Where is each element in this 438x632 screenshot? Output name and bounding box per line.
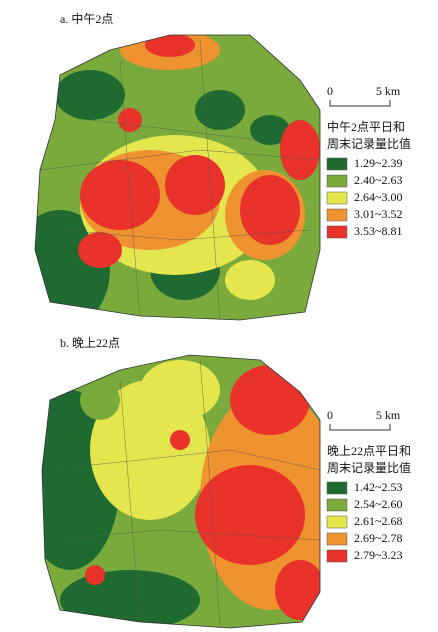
legend-swatch: [326, 498, 348, 512]
legend-label: 2.64~3.00: [354, 190, 403, 204]
panel-title: a. 中午2点: [60, 11, 113, 26]
map-a-outline: [34, 34, 321, 321]
legend-title: 晚上22点平日和: [327, 444, 411, 458]
legend-title: 中午2点平日和: [327, 119, 405, 134]
scale-distance: 5 km: [376, 408, 401, 422]
map-a: [35, 35, 320, 320]
legend-swatch: [326, 481, 348, 495]
panel-title: b. 晚上22点: [60, 336, 120, 350]
legend-label: 1.29~2.39: [354, 156, 403, 170]
legend-label: 2.79~3.23: [354, 548, 403, 562]
scale-bar: [329, 424, 391, 431]
legend-label: 2.54~2.60: [354, 497, 403, 511]
legend-swatch: [326, 157, 348, 171]
legend-swatch: [326, 191, 348, 205]
map-b-outline: [41, 354, 321, 629]
legend-swatch: [326, 174, 348, 188]
legend-label: 1.42~2.53: [354, 480, 403, 494]
legend-label: 3.01~3.52: [354, 207, 403, 221]
legend-label: 2.69~2.78: [354, 531, 403, 545]
legend-label: 3.53~8.81: [354, 224, 403, 238]
legend-title: 周末记录量比值: [327, 136, 411, 151]
legend-title: 周末记录量比值: [327, 460, 411, 475]
legend-swatch: [326, 208, 348, 222]
scale-bar: [329, 100, 391, 107]
legend-swatch: [326, 532, 348, 546]
scale-distance: 5 km: [376, 84, 401, 98]
legend-swatch: [326, 549, 348, 563]
scale-zero: 0: [327, 84, 333, 98]
legend-swatch: [326, 515, 348, 529]
legend-label: 2.61~2.68: [354, 514, 403, 528]
legend-swatch: [326, 225, 348, 239]
legend-label: 2.40~2.63: [354, 173, 403, 187]
scale-zero: 0: [327, 408, 333, 422]
